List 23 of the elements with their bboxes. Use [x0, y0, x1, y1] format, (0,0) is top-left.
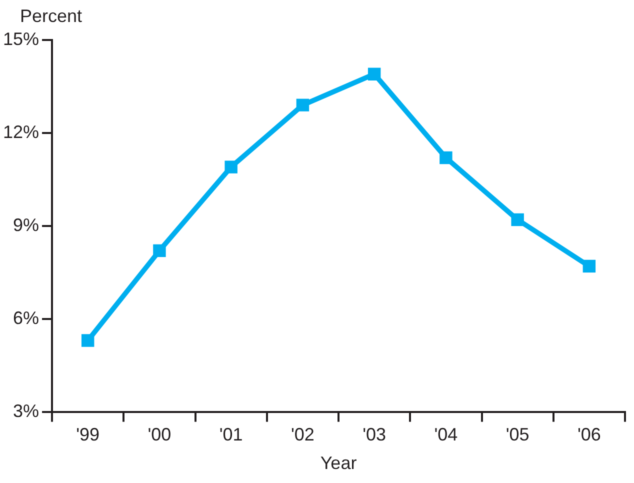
x-tick-label: '06	[577, 424, 601, 445]
y-tick-label: 12%	[2, 122, 40, 142]
x-tick-label: '00	[148, 424, 172, 445]
point	[368, 68, 381, 80]
x-tick-label: '04	[434, 424, 458, 445]
point	[224, 160, 238, 174]
y-tick-label: 3%	[13, 400, 40, 421]
point	[440, 151, 452, 164]
x-axis-title: Year	[320, 453, 357, 474]
point	[511, 213, 524, 226]
point	[296, 98, 310, 112]
y-tick-label: 9%	[13, 214, 40, 235]
y-tick-label: 6%	[13, 308, 40, 328]
y-axis-title: Percent	[20, 6, 82, 26]
x-tick-label: '03	[362, 424, 386, 445]
point	[582, 260, 596, 273]
x-tick-label: '02	[290, 424, 314, 445]
point	[81, 334, 94, 347]
point	[153, 244, 166, 258]
x-tick-label: '05	[506, 424, 530, 445]
y-tick-label: 15%	[2, 28, 40, 49]
x-tick-label: '99	[76, 424, 100, 445]
x-tick-label: '01	[219, 424, 243, 445]
